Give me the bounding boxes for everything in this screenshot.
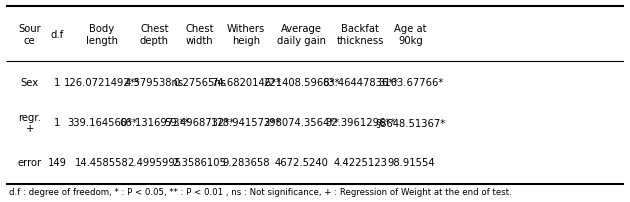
Text: 126.0721492**: 126.0721492** xyxy=(64,77,140,87)
Text: 4672.5240: 4672.5240 xyxy=(275,157,328,167)
Text: Chest
width: Chest width xyxy=(185,24,214,45)
Text: Chest
depth: Chest depth xyxy=(140,24,169,45)
Text: 4.579538ns: 4.579538ns xyxy=(125,77,184,87)
Text: 66.1316973**: 66.1316973** xyxy=(119,118,190,128)
Text: 1: 1 xyxy=(54,77,60,87)
Text: 98.91554: 98.91554 xyxy=(387,157,435,167)
Text: regr.
+: regr. + xyxy=(18,112,41,134)
Text: §8648.51367*: §8648.51367* xyxy=(375,118,446,128)
Text: 2.3586105: 2.3586105 xyxy=(173,157,226,167)
Text: 149: 149 xyxy=(47,157,66,167)
Text: 3163.67766*: 3163.67766* xyxy=(378,77,444,87)
Text: 178.941572**: 178.941572** xyxy=(210,118,281,128)
Text: Sour
ce: Sour ce xyxy=(18,24,41,45)
Text: 32.3961296**: 32.3961296** xyxy=(325,118,395,128)
Text: d.f : degree of freedom, * : P < 0.05, ** : P < 0.01 , ns : Not significance, + : d.f : degree of freedom, * : P < 0.05, *… xyxy=(9,187,512,196)
Text: 0.27565ns: 0.27565ns xyxy=(173,77,226,87)
Text: 74.6820146**: 74.6820146** xyxy=(211,77,281,87)
Text: Age at
90kg: Age at 90kg xyxy=(394,24,427,45)
Text: Body
length: Body length xyxy=(86,24,118,45)
Text: d.f: d.f xyxy=(50,30,64,40)
Text: 398074.3564**: 398074.3564** xyxy=(263,118,340,128)
Text: Sex: Sex xyxy=(21,77,39,87)
Text: 9.283658: 9.283658 xyxy=(222,157,270,167)
Text: 14.458558: 14.458558 xyxy=(75,157,129,167)
Text: 1: 1 xyxy=(54,118,60,128)
Text: 2.4995995: 2.4995995 xyxy=(127,157,181,167)
Text: Backfat
thickness: Backfat thickness xyxy=(336,24,384,45)
Text: 59.4968732**: 59.4968732** xyxy=(164,118,234,128)
Text: 63.46447836**: 63.46447836** xyxy=(322,77,398,87)
Text: error: error xyxy=(18,157,42,167)
Text: Withers
heigh: Withers heigh xyxy=(227,24,265,45)
Text: 221408.5968**: 221408.5968** xyxy=(263,77,340,87)
Text: 339.164560**: 339.164560** xyxy=(67,118,137,128)
Text: 4.4225123: 4.4225123 xyxy=(333,157,387,167)
Text: Average
daily gain: Average daily gain xyxy=(277,24,326,45)
